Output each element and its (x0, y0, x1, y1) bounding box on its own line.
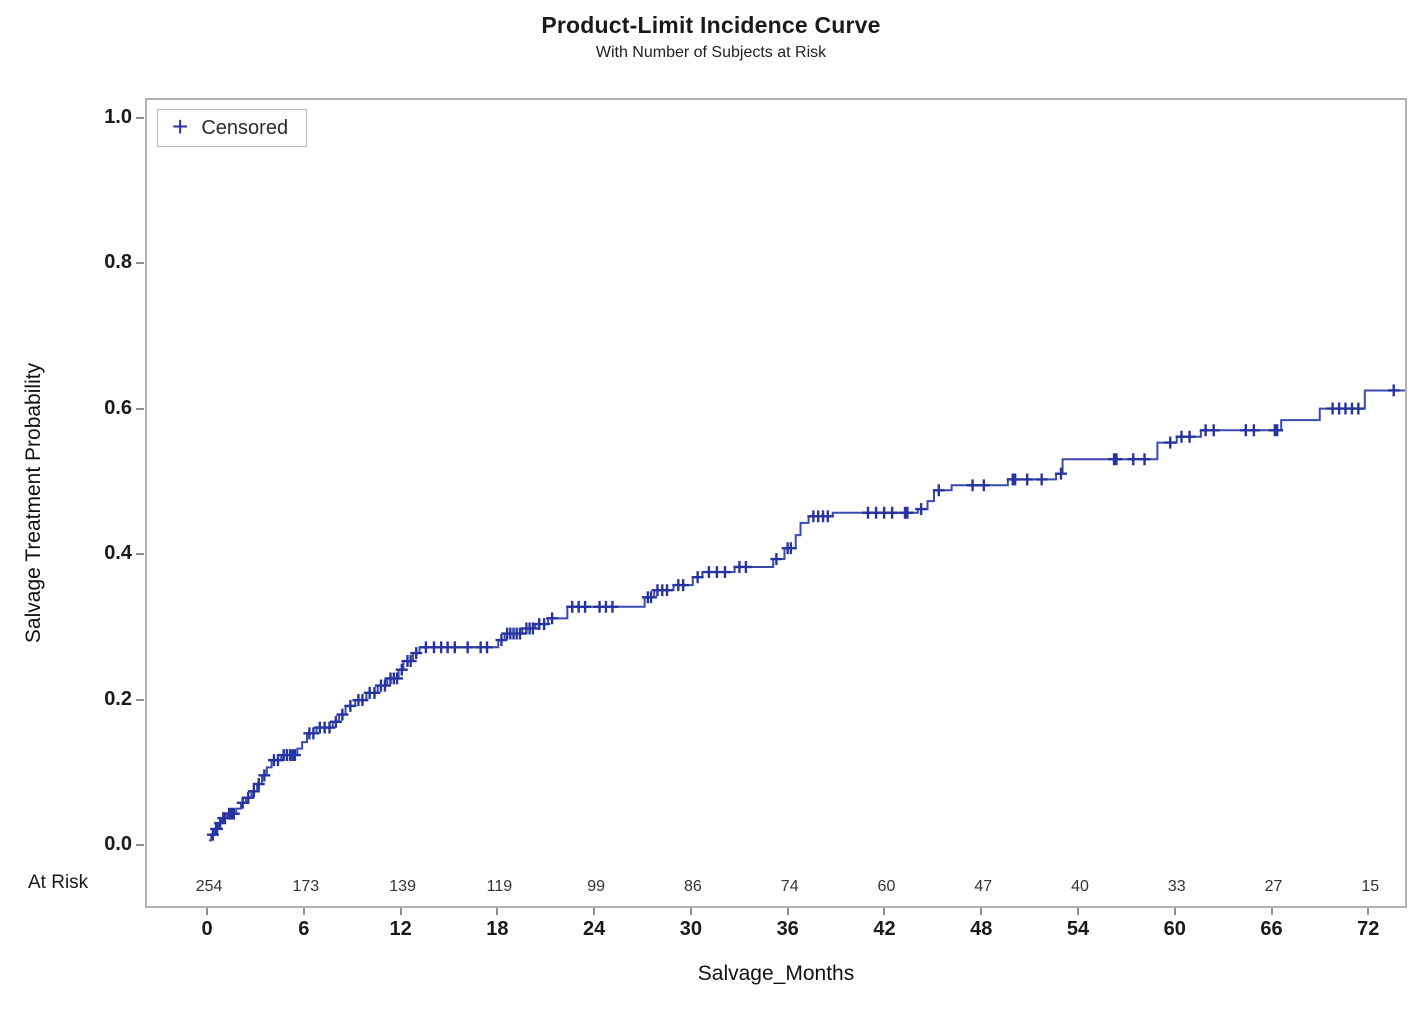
x-tick-mark (786, 908, 789, 915)
x-tick-label: 42 (873, 918, 896, 940)
x-tick-label: 24 (583, 918, 606, 940)
x-tick-label: 30 (679, 918, 703, 940)
x-tick-mark (593, 908, 596, 915)
at-risk-value: 86 (684, 878, 702, 895)
x-tick-mark (1076, 908, 1079, 915)
y-tick-label: 1.0 (104, 105, 132, 128)
y-tick-mark (136, 698, 144, 701)
legend-censored-label: Censored (201, 116, 289, 139)
at-risk-value: 15 (1361, 878, 1380, 895)
at-risk-value: 99 (587, 878, 606, 895)
x-tick-mark (1367, 908, 1370, 915)
y-tick-mark (136, 844, 144, 847)
x-tick-mark (1173, 908, 1176, 915)
at-risk-value: 60 (877, 878, 896, 895)
at-risk-value: 173 (292, 878, 320, 895)
at-risk-value: 27 (1264, 878, 1283, 895)
at-risk-value: 119 (486, 878, 513, 895)
at-risk-value: 139 (389, 878, 416, 895)
y-tick-mark (136, 407, 144, 410)
y-axis-title: Salvage Treatment Probability (22, 362, 45, 644)
x-tick-mark (206, 908, 209, 915)
legend: + Censored (157, 109, 308, 147)
chart-title: Product-Limit Incidence Curve (541, 12, 881, 38)
x-tick-label: 72 (1357, 918, 1380, 940)
x-tick-mark (496, 908, 499, 915)
y-tick-label: 0.6 (104, 396, 132, 419)
x-tick-label: 0 (201, 918, 213, 940)
at-risk-value: 33 (1167, 878, 1186, 895)
x-tick-mark (302, 908, 305, 915)
y-tick-label: 0.8 (104, 251, 132, 274)
x-tick-mark (883, 908, 886, 915)
x-tick-mark (689, 908, 692, 915)
y-tick-mark (136, 553, 144, 556)
y-tick-label: 0.0 (104, 833, 132, 856)
x-tick-mark (980, 908, 983, 915)
at-risk-value: 74 (780, 878, 799, 895)
y-tick-label: 0.2 (104, 687, 132, 710)
at-risk-value: 254 (195, 878, 223, 895)
y-tick-mark (136, 116, 144, 119)
x-tick-mark (399, 908, 402, 915)
y-tick-mark (136, 262, 144, 265)
x-tick-label: 6 (298, 918, 310, 940)
incidence-step-curve (208, 389, 1405, 842)
x-tick-label: 48 (970, 918, 993, 940)
censored-plus-icon: + (172, 110, 189, 142)
x-axis-title: Salvage_Months (697, 962, 855, 985)
plot-area: + Censored 254 173 139 119 99 86 74 60 47 40 33 27 1… (145, 98, 1407, 908)
x-tick-label: 18 (486, 918, 509, 940)
x-tick-label: 54 (1066, 918, 1090, 940)
x-tick-label: 12 (389, 918, 412, 940)
censor-plus-marks (206, 384, 1400, 841)
y-tick-label: 0.4 (104, 542, 132, 565)
x-tick-label: 60 (1163, 918, 1186, 940)
at-risk-value: 47 (974, 878, 993, 895)
at-risk-label: At Risk (28, 872, 89, 893)
incidence-curve-svg (206, 384, 1405, 842)
x-tick-label: 66 (1260, 918, 1283, 940)
chart-subtitle: With Number of Subjects at Risk (595, 44, 827, 61)
x-tick-mark (1270, 908, 1273, 915)
at-risk-value: 40 (1071, 878, 1089, 895)
x-tick-label: 36 (776, 918, 799, 940)
